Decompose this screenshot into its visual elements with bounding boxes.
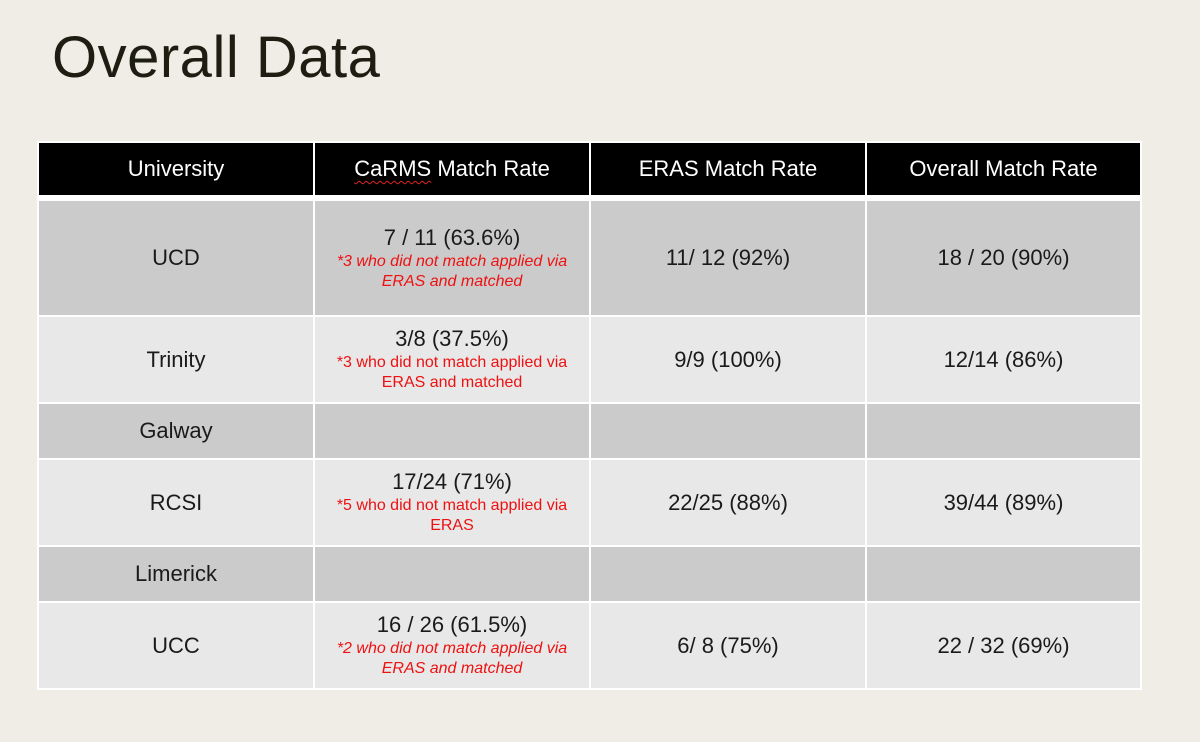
- header-carms-rest: Match Rate: [431, 156, 550, 181]
- carms-value: 16 / 26 (61.5%): [376, 612, 528, 637]
- header-overall: Overall Match Rate: [865, 141, 1142, 201]
- table-row: Limerick: [37, 545, 1142, 603]
- carms-cell: [313, 545, 591, 603]
- table-row: Trinity 3/8 (37.5%) *3 who did not match…: [37, 315, 1142, 404]
- eras-cell: 9/9 (100%): [589, 315, 867, 404]
- carms-note: *3 who did not match applied via ERAS an…: [336, 354, 568, 391]
- eras-cell: 11/ 12 (92%): [589, 197, 867, 317]
- eras-cell: 22/25 (88%): [589, 458, 867, 547]
- table-row: Galway: [37, 402, 1142, 460]
- carms-value: 17/24 (71%): [392, 469, 512, 494]
- eras-cell: [589, 402, 867, 460]
- university-cell: Trinity: [37, 315, 315, 404]
- carms-cell: 17/24 (71%) *5 who did not match applied…: [313, 458, 591, 547]
- overall-cell: [865, 402, 1142, 460]
- header-carms-word: CaRMS: [354, 156, 432, 181]
- header-carms: CaRMS Match Rate: [313, 141, 591, 201]
- overall-cell: 39/44 (89%): [865, 458, 1142, 547]
- university-cell: RCSI: [37, 458, 315, 547]
- overall-cell: 18 / 20 (90%): [865, 197, 1142, 317]
- carms-note: *2 who did not match applied via ERAS an…: [336, 640, 568, 677]
- university-cell: UCD: [37, 197, 315, 317]
- match-rate-table: University CaRMS Match Rate ERAS Match R…: [37, 141, 1142, 690]
- university-cell: Limerick: [37, 545, 315, 603]
- carms-value: 7 / 11 (63.6%): [383, 224, 521, 250]
- carms-note: *5 who did not match applied via ERAS: [336, 497, 568, 534]
- table-header-row: University CaRMS Match Rate ERAS Match R…: [37, 141, 1142, 201]
- carms-cell: 3/8 (37.5%) *3 who did not match applied…: [313, 315, 591, 404]
- carms-cell: 16 / 26 (61.5%) *2 who did not match app…: [313, 601, 591, 690]
- university-cell: UCC: [37, 601, 315, 690]
- table-row: UCD 7 / 11 (63.6%) *3 who did not match …: [37, 197, 1142, 317]
- overall-cell: [865, 545, 1142, 603]
- carms-value: 3/8 (37.5%): [395, 326, 509, 351]
- carms-note: *3 who did not match applied via ERAS an…: [336, 252, 568, 290]
- header-university: University: [37, 141, 315, 201]
- table-row: RCSI 17/24 (71%) *5 who did not match ap…: [37, 458, 1142, 547]
- header-eras: ERAS Match Rate: [589, 141, 867, 201]
- carms-cell: 7 / 11 (63.6%) *3 who did not match appl…: [313, 197, 591, 317]
- overall-cell: 22 / 32 (69%): [865, 601, 1142, 690]
- carms-cell: [313, 402, 591, 460]
- page-title: Overall Data: [52, 25, 381, 90]
- eras-cell: [589, 545, 867, 603]
- table-row: UCC 16 / 26 (61.5%) *2 who did not match…: [37, 601, 1142, 690]
- university-cell: Galway: [37, 402, 315, 460]
- eras-cell: 6/ 8 (75%): [589, 601, 867, 690]
- overall-cell: 12/14 (86%): [865, 315, 1142, 404]
